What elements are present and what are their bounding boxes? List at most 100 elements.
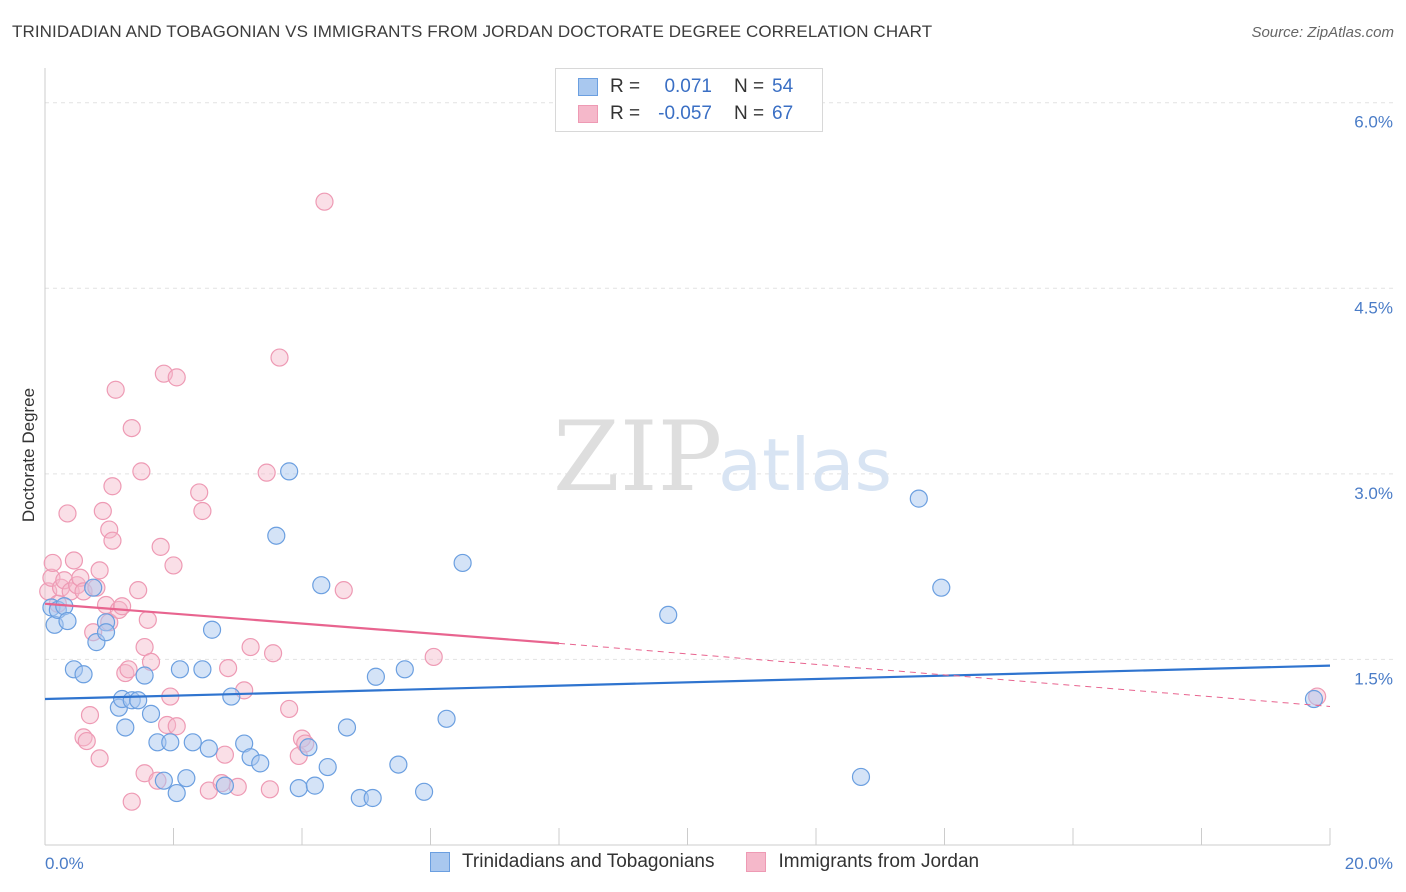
jordan-point	[90, 749, 109, 768]
trinidad-point	[170, 660, 190, 679]
trinidad-point	[389, 755, 408, 774]
jordan-point	[100, 520, 119, 539]
trinidad-point	[167, 783, 186, 803]
legend-swatch-blue	[578, 78, 598, 96]
trinidad-point	[312, 576, 331, 595]
jordan-point	[270, 348, 289, 367]
legend-n-label: N =	[734, 103, 765, 124]
jordan-point	[151, 537, 170, 556]
jordan-point	[132, 462, 151, 481]
y-tick-label: 4.5%	[1354, 298, 1393, 317]
series-legend-swatch-pink	[746, 852, 767, 872]
jordan-point	[157, 715, 177, 735]
trinidad-point	[366, 667, 385, 686]
watermark: ZIP atlas	[553, 401, 892, 513]
jordan-point	[103, 477, 122, 496]
grid-lines	[45, 102, 1395, 660]
jordan-point	[263, 644, 283, 663]
trinidad-point	[437, 709, 456, 728]
jordan-point	[106, 380, 125, 399]
jordan-point	[122, 418, 141, 438]
legend-n-label: N =	[734, 76, 765, 97]
jordan-point	[257, 463, 276, 482]
jordan-point	[424, 647, 443, 667]
jordan-point	[119, 660, 138, 679]
series-legend-label: Trinidadians and Tobagonians	[462, 851, 715, 872]
trinidad-point	[129, 691, 148, 710]
jordan-point	[215, 745, 234, 764]
jordan-point	[93, 501, 112, 521]
trinidad-point	[222, 687, 241, 706]
legend-row-jordan: R = -0.057 N = 67	[578, 102, 793, 126]
jordan-point	[103, 531, 122, 550]
legend-r-label: R =	[610, 76, 641, 97]
y-tick-label: 6.0%	[1354, 113, 1393, 132]
trinidad-trend-line	[44, 664, 1331, 701]
trinidad-point	[289, 778, 308, 798]
trinidad-point	[161, 733, 180, 752]
jordan-point	[315, 192, 334, 211]
jordan-point	[219, 658, 238, 678]
trinidad-point	[305, 776, 324, 795]
trinidad-point	[299, 738, 318, 757]
y-tick-label: 3.0%	[1354, 484, 1393, 503]
jordan-point	[77, 731, 96, 751]
series-legend: Trinidadians and Tobagonians Immigrants …	[430, 851, 1011, 873]
legend-n-value: 54	[772, 76, 794, 97]
trinidad-point	[363, 788, 382, 808]
trinidad-point	[183, 733, 202, 752]
trinidad-point	[251, 754, 270, 773]
watermark-atlas: atlas	[718, 423, 892, 507]
trend-lines	[44, 602, 1331, 707]
y-axis-label: Doctorate Degree	[19, 388, 38, 522]
trinidad-point	[280, 462, 299, 481]
series-legend-jordan: Immigrants from Jordan	[746, 851, 979, 873]
trinidad-point	[659, 605, 678, 625]
trinidad-point	[135, 666, 154, 685]
trinidad-point	[267, 526, 286, 545]
jordan-point	[129, 581, 148, 600]
jordan-point	[80, 706, 100, 725]
series-jordan-points	[39, 192, 1327, 811]
trinidad-point	[202, 620, 222, 639]
watermark-zip: ZIP	[553, 401, 722, 513]
jordan-point	[241, 637, 260, 657]
trinidad-point	[199, 739, 218, 758]
y-tick-label: 1.5%	[1354, 669, 1393, 688]
trinidad-point	[395, 660, 414, 679]
legend-row-trinidad: R = 0.071 N = 54	[578, 75, 793, 99]
jordan-point	[193, 501, 212, 521]
tick-labels: 1.5% 3.0% 4.5% 6.0% 0.0% 20.0%	[45, 113, 1393, 873]
jordan-point	[64, 551, 84, 570]
trinidad-point	[74, 665, 93, 684]
x-tick-label: 0.0%	[45, 854, 84, 873]
trinidad-point	[96, 623, 116, 642]
jordan-point	[164, 556, 183, 575]
trinidad-point	[1304, 689, 1324, 709]
jordan-point	[260, 780, 279, 799]
trinidad-point	[141, 704, 161, 723]
source-label: Source: ZipAtlas.com	[1251, 24, 1394, 41]
trinidad-point	[177, 769, 196, 788]
legend-r-label: R =	[610, 103, 641, 124]
legend-swatch-pink	[578, 105, 598, 123]
trinidad-point	[215, 776, 234, 795]
jordan-point	[71, 568, 90, 587]
jordan-point	[167, 717, 186, 736]
trinidad-point	[414, 782, 434, 801]
axes	[44, 68, 1331, 846]
series-trinidad-points	[42, 462, 1324, 808]
trinidad-point	[58, 611, 77, 631]
jordan-trend-extension	[558, 642, 1331, 707]
jordan-point	[112, 597, 132, 616]
series-legend-label: Immigrants from Jordan	[778, 851, 980, 872]
legend-n-value: 67	[772, 103, 794, 124]
jordan-point	[122, 792, 141, 811]
trinidad-point	[116, 718, 135, 737]
trinidad-point	[84, 578, 103, 597]
legend-r-value: 0.071	[664, 76, 712, 97]
jordan-point	[334, 581, 353, 600]
jordan-point	[58, 504, 77, 523]
jordan-point	[190, 483, 209, 502]
